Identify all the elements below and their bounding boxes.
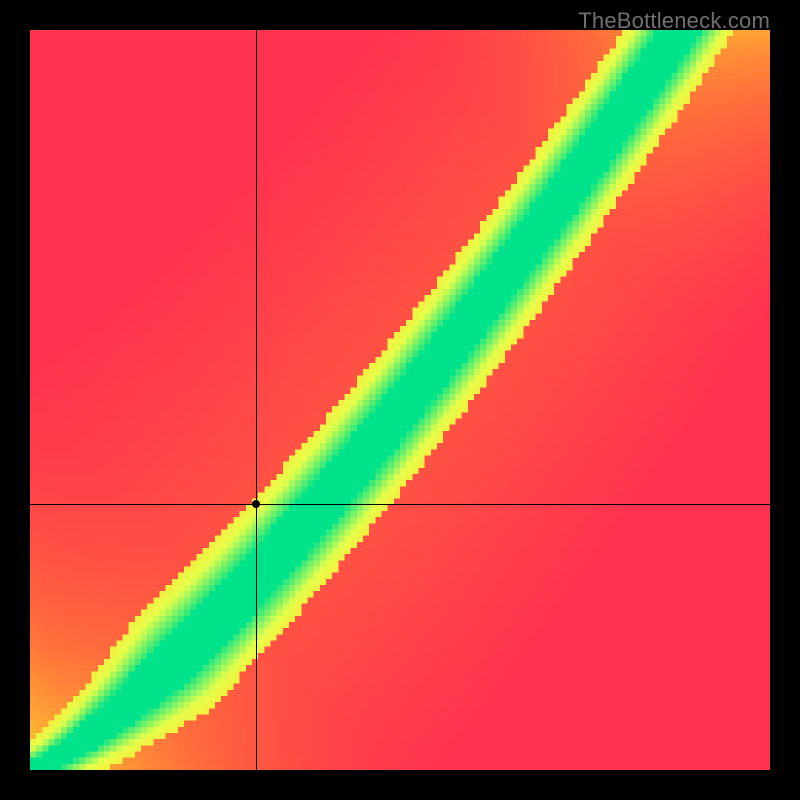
crosshair-horizontal	[30, 504, 770, 505]
heatmap-canvas	[30, 30, 770, 770]
crosshair-point	[252, 500, 260, 508]
crosshair-vertical	[256, 30, 257, 770]
bottleneck-heatmap	[30, 30, 770, 770]
watermark-text: TheBottleneck.com	[578, 8, 770, 34]
